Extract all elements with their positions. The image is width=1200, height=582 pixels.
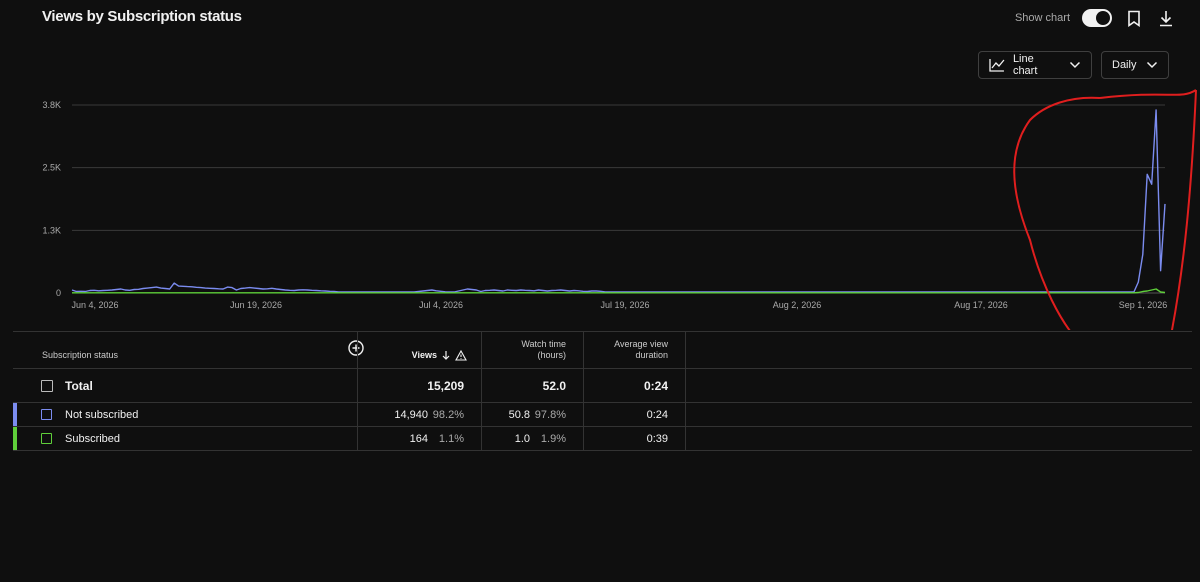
chart-type-label: Line chart [1012,53,1038,77]
add-circle-icon [348,340,364,356]
period-dropdown[interactable]: Daily [1101,51,1169,79]
line-chart-icon [989,59,1005,72]
views-line-chart: 3.8K 2.5K 1.3K 0 Jun 4, 2026 Jun 19, 2026 Jul… [42,89,1197,330]
series-line-not-subscribed [71,109,1166,293]
page-title: Views by Subscription status [42,8,242,25]
chevron-down-icon [1146,61,1158,69]
total-label: Total [65,378,93,393]
chevron-down-icon [1070,61,1081,69]
y-tick-label: 0 [56,288,61,298]
x-tick-label: Aug 17, 2026 [954,300,1008,310]
total-views: 15,209 [427,378,464,393]
row-checkbox[interactable] [41,427,52,450]
add-metric-button[interactable] [348,332,364,368]
row-watch-time: 50.8 [508,408,530,421]
bookmark-icon[interactable] [1124,8,1144,28]
toggle-knob [1096,11,1110,25]
show-chart-label: Show chart [1014,12,1070,24]
row-watch-time-pct: 97.8% [534,408,566,421]
y-tick-label: 3.8K [42,100,61,110]
chart-type-dropdown[interactable]: Line chart [978,51,1092,79]
row-label: Not subscribed [65,408,139,421]
row-avg-duration: 0:24 [646,408,668,421]
total-checkbox[interactable] [41,369,53,402]
download-icon[interactable] [1156,8,1176,28]
row-avg-duration: 0:39 [646,432,668,445]
row-views-pct: 98.2% [432,408,464,421]
x-tick-label: Sep 1, 2026 [1119,300,1168,310]
series-line-subscribed [72,288,1166,294]
row-checkbox[interactable] [41,403,52,426]
table-row-total: Total 15,209 52.0 0:24 [13,369,1192,403]
y-tick-label: 2.5K [42,163,61,173]
row-watch-time: 1.0 [514,432,530,445]
warning-icon [455,349,467,361]
show-chart-toggle[interactable] [1082,9,1112,27]
y-tick-label: 1.3K [42,225,61,235]
col-header-watch-time[interactable]: Watch time (hours) [521,339,566,360]
table-header-row: Subscription status Views Watch time (hou… [13,331,1192,369]
row-views: 14,940 [394,408,428,421]
col-header-subscription-status[interactable]: Subscription status [42,349,119,360]
x-tick-label: Jul 19, 2026 [600,300,649,310]
row-label: Subscribed [65,432,121,445]
chart-controls: Show chart [1015,8,1176,28]
series-color-bar [13,427,17,450]
data-table: Subscription status Views Watch time (hou… [13,331,1192,451]
col-header-avg-duration[interactable]: Average view duration [614,339,668,360]
row-views-pct: 1.1% [438,432,464,445]
period-label: Daily [1112,59,1137,71]
row-views: 164 [409,432,428,445]
x-tick-label: Jun 19, 2026 [230,300,282,310]
x-tick-label: Jun 4, 2026 [71,300,118,310]
col-header-views[interactable]: Views [357,332,481,368]
table-row: Subscribed 164 1.1% 1.0 1.9% 0:39 [13,427,1192,451]
series-color-bar [13,403,17,426]
x-tick-label: Aug 2, 2026 [773,300,822,310]
x-tick-label: Jul 4, 2026 [419,300,463,310]
row-watch-time-pct: 1.9% [540,432,566,445]
table-row: Not subscribed 14,940 98.2% 50.8 97.8% 0… [13,403,1192,427]
sort-down-icon [442,351,450,360]
total-avg-duration: 0:24 [643,378,668,393]
total-watch-time: 52.0 [542,378,566,393]
annotation-circle [1013,89,1197,330]
